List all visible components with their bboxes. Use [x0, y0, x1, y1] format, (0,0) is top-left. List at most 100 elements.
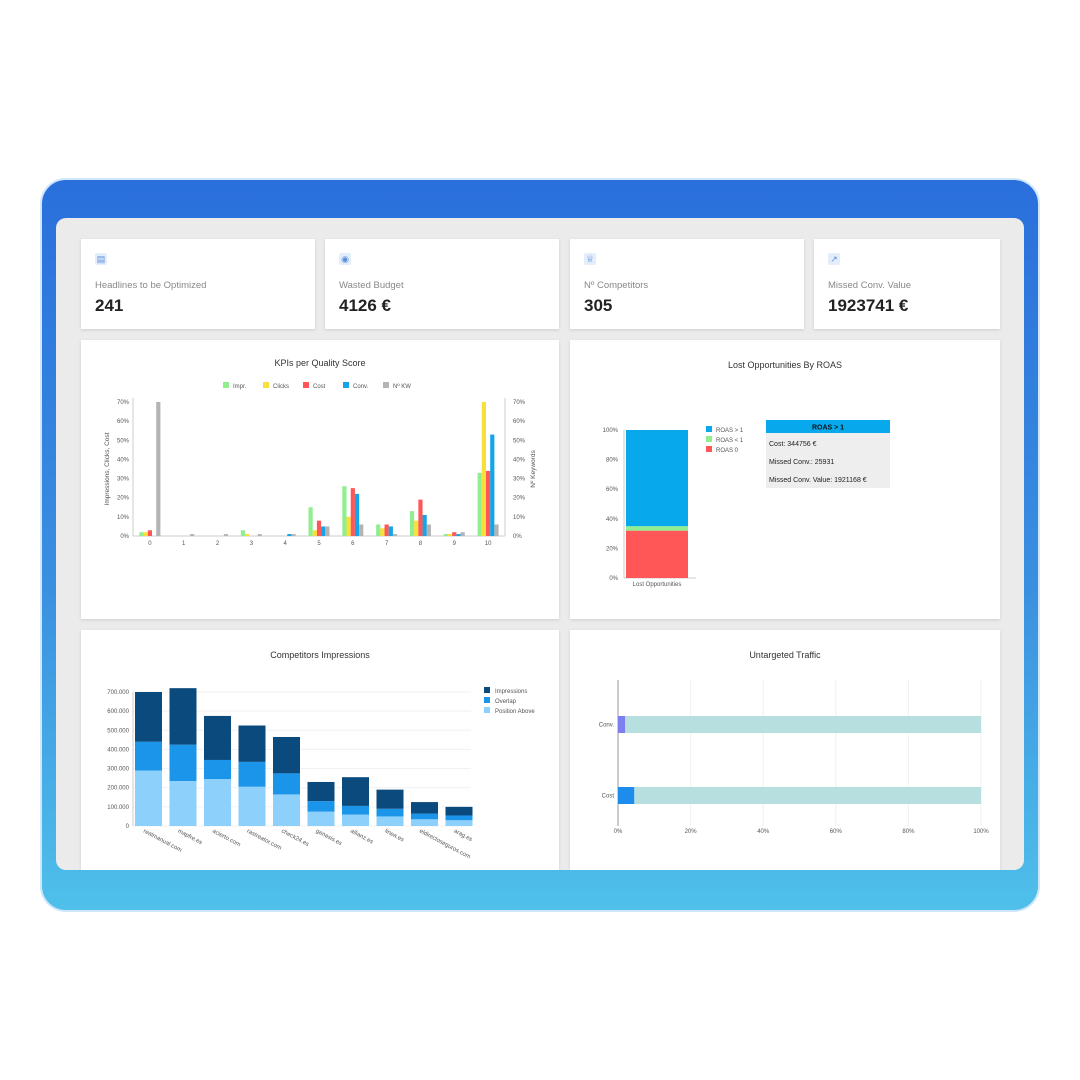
stacked-bar-segment — [204, 779, 231, 826]
bar — [490, 434, 495, 536]
kpi-label: Headlines to be Optimized — [95, 280, 207, 291]
bar — [147, 530, 153, 536]
x-tick-label: rastreator.com — [246, 828, 283, 851]
bar — [452, 532, 457, 536]
bar — [494, 524, 499, 536]
stacked-bar-segment — [376, 789, 404, 809]
stacked-bar-segment — [135, 741, 162, 771]
bar — [223, 534, 229, 536]
x-tick-label: acierto.com — [211, 828, 241, 848]
y2-tick-label: 30% — [513, 477, 526, 483]
y-tick-label: 70% — [117, 400, 130, 406]
stacked-bar-segment — [411, 813, 438, 820]
coins-icon: ◉ — [339, 253, 351, 265]
legend-label: Clicks — [273, 384, 289, 390]
legend-label: Conv. — [353, 384, 369, 390]
x-tick-label: mapfre.es — [177, 828, 203, 846]
legend-swatch — [383, 382, 389, 388]
legend-swatch — [263, 382, 269, 388]
y-tick-label: 0 — [126, 824, 130, 830]
stacked-bar-segment — [618, 787, 635, 804]
kpis-quality-score-card: KPIs per Quality Score Impr. Clicks Cost Co… — [81, 340, 559, 619]
x-tick-label: 9 — [453, 541, 457, 547]
kpi-label: Missed Conv. Value — [828, 280, 912, 291]
bar — [456, 534, 461, 536]
y2-tick-label: 0% — [513, 534, 522, 540]
stacked-bar-segment — [135, 692, 162, 742]
kpi-value: 241 — [95, 296, 124, 315]
bar — [359, 524, 364, 536]
stacked-bar-segment — [169, 688, 197, 745]
x-tick-label: 60% — [830, 829, 843, 835]
y2-tick-label: 20% — [513, 496, 526, 502]
y-tick-label: 100% — [603, 428, 619, 434]
stacked-bar-segment — [342, 777, 369, 806]
stacked-bar-segment — [342, 814, 369, 826]
y-tick-label: 20% — [117, 496, 130, 502]
chart-title: Untargeted Traffic — [749, 650, 821, 660]
stacked-bar-segment — [626, 526, 688, 531]
legend-swatch — [223, 382, 229, 388]
y-tick-label: 500.000 — [107, 728, 129, 734]
y2-tick-label: 50% — [513, 438, 526, 444]
tooltip-header — [766, 420, 890, 433]
y-tick-label: Conv. — [599, 723, 615, 729]
stacked-bar-segment — [445, 815, 473, 821]
bar — [392, 534, 398, 536]
x-tick-label: Lost Opportunities — [633, 582, 682, 588]
x-tick-label: 2 — [216, 541, 220, 547]
bar — [422, 514, 427, 536]
stacked-bar-segment — [307, 781, 335, 802]
kpi-label: Nº Competitors — [584, 280, 649, 291]
stacked-bar-segment — [238, 725, 266, 762]
y-tick-label: 700.000 — [107, 690, 129, 696]
y-tick-label: 100.000 — [107, 805, 129, 811]
bar — [350, 488, 355, 536]
stacked-bar-segment — [625, 716, 981, 733]
bar — [443, 534, 448, 536]
y-tick-label: 60% — [606, 487, 619, 493]
stacked-bar-segment — [411, 819, 438, 826]
y-axis-label: Impressions, Clicks, Cost — [104, 432, 111, 505]
bar — [460, 532, 465, 536]
legend-swatch — [484, 687, 490, 693]
kpi-value: 1923741 € — [828, 296, 909, 315]
tooltip-line: Cost: 344756 € — [769, 441, 817, 448]
bar — [139, 532, 144, 536]
chart-title: Lost Opportunities By ROAS — [727, 360, 843, 370]
stacked-bar-segment — [445, 806, 473, 816]
bar — [485, 470, 491, 536]
x-tick-label: arag.es — [453, 828, 473, 843]
legend-label: ROAS 0 — [716, 448, 739, 454]
bar — [426, 524, 431, 536]
legend-swatch — [484, 707, 490, 713]
chart-title: Competitors Impressions — [270, 650, 370, 660]
y-tick-label: 30% — [117, 477, 130, 483]
bar — [291, 534, 296, 536]
y2-tick-label: 70% — [513, 400, 526, 406]
y-tick-label: 600.000 — [107, 709, 129, 715]
x-tick-label: 7 — [385, 541, 389, 547]
x-tick-label: 0 — [148, 541, 152, 547]
x-tick-label: 80% — [902, 829, 915, 835]
bar — [414, 520, 419, 536]
untargeted-traffic-chart: 0% 20% 40% 60% 80% 100% Conv. Cost — [599, 680, 989, 835]
y2-axis-label: Nº Keywords — [530, 450, 537, 488]
bar — [287, 534, 292, 536]
legend-label: Cost — [313, 384, 326, 390]
bar — [388, 526, 393, 536]
legend-label: Impressions — [495, 689, 527, 695]
y-tick-label: 40% — [117, 457, 130, 463]
legend-label: Impr. — [233, 384, 247, 390]
x-tick-label: check24.es — [280, 828, 310, 848]
bar — [143, 532, 148, 536]
y2-tick-label: 10% — [513, 515, 526, 521]
stacked-bar-segment — [273, 773, 300, 795]
y-tick-label: 80% — [606, 458, 619, 464]
kpis-quality-score-chart: Impr. Clicks Cost Conv. Nº KW0% 0%10% 10%20% 20… — [104, 382, 537, 547]
stacked-bar-segment — [634, 787, 981, 804]
x-tick-label: 20% — [685, 829, 698, 835]
legend-swatch — [343, 382, 349, 388]
x-tick-label: 5 — [317, 541, 321, 547]
bar — [380, 528, 385, 536]
